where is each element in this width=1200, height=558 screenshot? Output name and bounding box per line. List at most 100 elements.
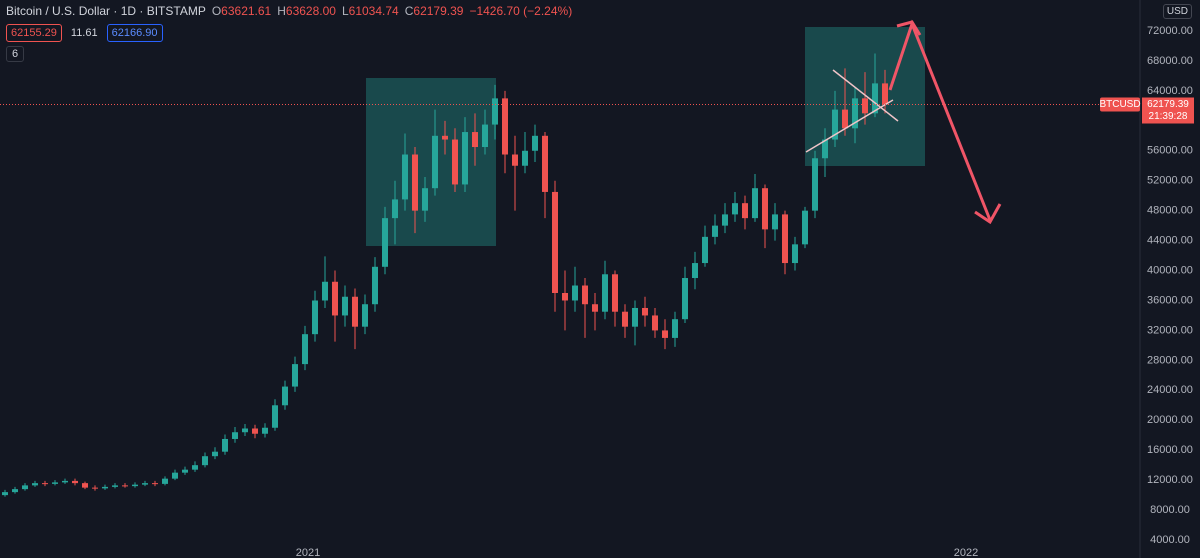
candle-body <box>742 203 748 219</box>
candle-body <box>342 296 348 316</box>
y-tick-label: 28000.00 <box>1147 354 1193 366</box>
candle-body <box>112 485 118 487</box>
candle-body <box>592 304 598 312</box>
candle-body <box>462 132 468 185</box>
candle-body <box>522 150 528 166</box>
candle-body <box>162 478 168 484</box>
legend: Bitcoin / U.S. Dollar · 1D · BITSTAMP O63… <box>6 4 572 18</box>
ohlc-value: 63621.61 <box>221 4 272 18</box>
candle-body <box>62 480 68 483</box>
candle-body <box>122 485 128 487</box>
candle-body <box>82 483 88 488</box>
candle-body <box>772 214 778 230</box>
candle-body <box>512 154 518 166</box>
candle-body <box>882 83 888 105</box>
candle-body <box>542 135 548 192</box>
y-tick-label: 52000.00 <box>1147 175 1193 187</box>
y-tick-label: 4000.00 <box>1150 534 1190 546</box>
candle-body <box>22 485 28 490</box>
candle-body <box>332 281 338 316</box>
candle-body <box>582 285 588 305</box>
candle-body <box>862 98 868 114</box>
candle-body <box>312 300 318 335</box>
trend-line <box>832 69 899 122</box>
x-tick-label: 2021 <box>296 547 320 558</box>
candle-body <box>222 438 228 452</box>
candle-body <box>72 480 78 484</box>
candle-body <box>762 188 768 230</box>
candle-body <box>282 386 288 406</box>
candle-body <box>652 315 658 331</box>
candle-body <box>352 296 358 327</box>
arrow-head <box>974 203 1002 225</box>
candle-body <box>12 489 18 493</box>
price-tag-label: 62179.39 <box>1147 99 1189 110</box>
candle-body <box>92 487 98 489</box>
ohlc-value: 61034.74 <box>348 4 399 18</box>
currency-button[interactable]: USD <box>1162 4 1192 19</box>
ohlc-value: 62179.39 <box>413 4 464 18</box>
candle-body <box>52 482 58 484</box>
candle-body <box>572 285 578 301</box>
candle-body <box>252 428 258 434</box>
y-tick-label: 40000.00 <box>1147 264 1193 276</box>
candle-body <box>212 451 218 457</box>
candle-body <box>102 486 108 489</box>
candle-body <box>792 244 798 264</box>
candle-body <box>262 427 268 434</box>
candle-body <box>752 188 758 219</box>
candle-body <box>812 158 818 211</box>
candle-body <box>152 483 158 485</box>
candle-body <box>782 214 788 264</box>
y-tick-label: 16000.00 <box>1147 444 1193 456</box>
candle-body <box>492 98 498 125</box>
y-tick-label: 24000.00 <box>1147 384 1193 396</box>
candle-body <box>602 274 608 312</box>
countdown-label: 21:39:28 <box>1149 111 1188 122</box>
candle-body <box>722 214 728 226</box>
candle-body <box>702 236 708 264</box>
candle-body <box>422 188 428 211</box>
candle-body <box>802 210 808 245</box>
candle-body <box>232 432 238 439</box>
candle-body <box>552 191 558 293</box>
ohlc-value: −1426.70 (−2.24%) <box>469 4 573 18</box>
candle-body <box>692 263 698 279</box>
y-tick-label: 12000.00 <box>1147 474 1193 486</box>
price-axis <box>1140 0 1200 558</box>
candle-body <box>442 135 448 140</box>
candle-body <box>832 109 838 140</box>
candle-body <box>712 225 718 237</box>
candle-body <box>432 135 438 189</box>
symbol-title: Bitcoin / U.S. Dollar · 1D · BITSTAMP <box>6 4 206 18</box>
candle-body <box>392 199 398 219</box>
candle-body <box>322 281 328 301</box>
candle-body <box>672 319 678 338</box>
quote-box: 62166.90 <box>106 24 163 42</box>
ohlc-key: O <box>211 4 222 18</box>
y-tick-label: 56000.00 <box>1147 145 1193 157</box>
candle-body <box>632 307 638 327</box>
ohlc-values: O63621.61 H63628.00 L61034.74 C62179.39 −142… <box>206 4 572 18</box>
highlight-box <box>366 78 496 246</box>
candle-body <box>452 139 458 185</box>
y-tick-label: 48000.00 <box>1147 205 1193 217</box>
candle-body <box>622 311 628 327</box>
candle-body <box>402 154 408 200</box>
y-tick-label: 68000.00 <box>1147 55 1193 67</box>
candle-body <box>382 218 388 267</box>
candle-body <box>362 304 368 327</box>
quote-box: 62155.29 <box>6 24 62 42</box>
y-tick-label: 72000.00 <box>1147 25 1193 37</box>
candle-body <box>662 330 668 338</box>
candle-body <box>372 266 378 305</box>
candle-body <box>242 428 248 433</box>
arrow-head <box>896 20 922 36</box>
candle-body <box>642 307 648 316</box>
y-tick-label: 32000.00 <box>1147 324 1193 336</box>
candle-body <box>192 465 198 470</box>
y-tick-label: 8000.00 <box>1150 504 1190 516</box>
indicator-toggle[interactable]: 6 <box>6 46 25 62</box>
candle-body <box>842 109 848 129</box>
